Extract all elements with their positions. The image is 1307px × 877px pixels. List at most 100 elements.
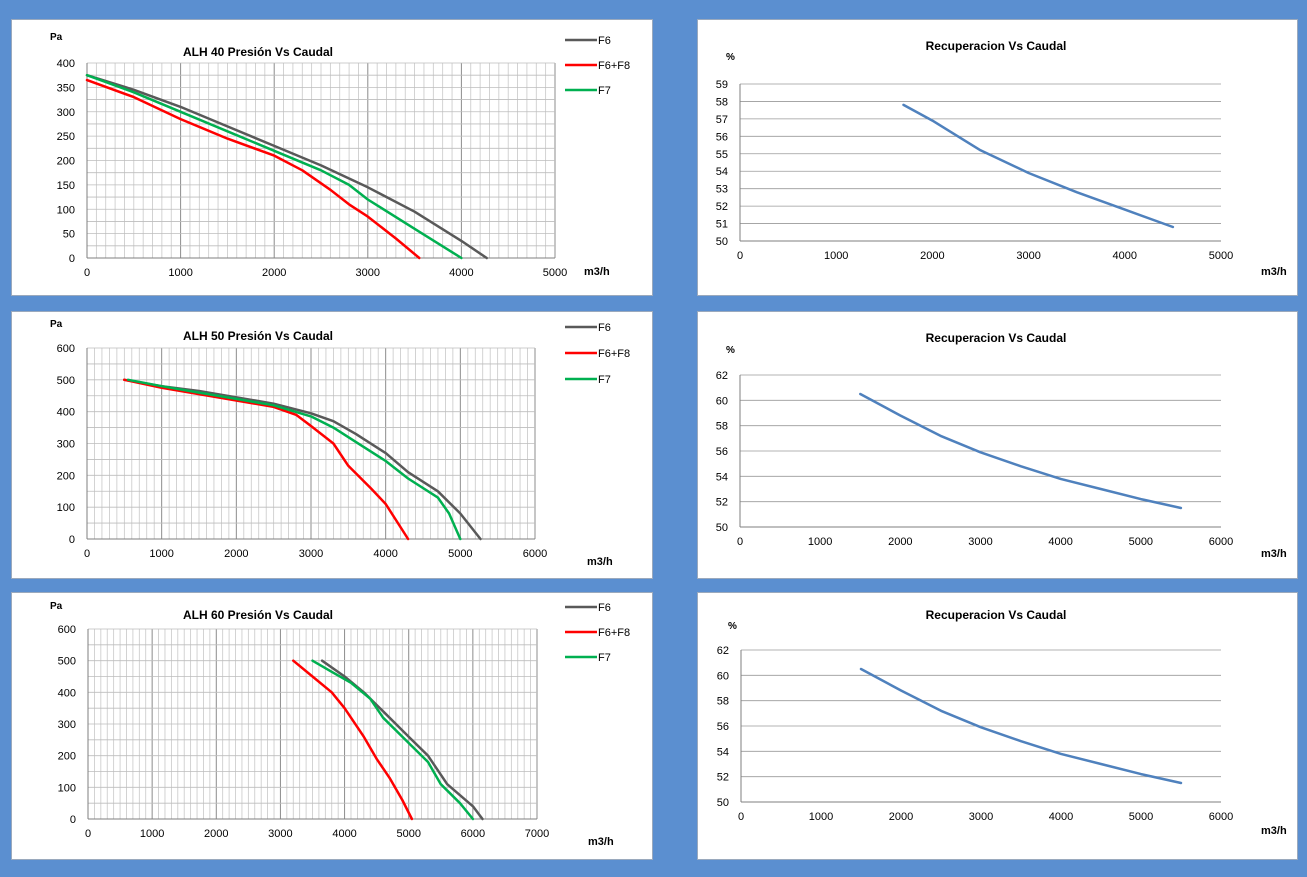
y-tick-label: 52 <box>717 772 729 784</box>
y-tick-label: 0 <box>69 534 75 546</box>
y-tick-label: 60 <box>717 670 729 682</box>
y-tick-label: 600 <box>58 624 76 636</box>
x-axis-label: m3/h <box>1261 825 1287 837</box>
chart-panel-alh60-pressure: 0 100 200 300 400 500 600 0 1000 2000 3000 4000 5000… <box>11 592 653 860</box>
x-tick-label: 5000 <box>543 267 567 279</box>
series-line-f6-plus-f8 <box>123 378 410 541</box>
x-tick-label: 4000 <box>1049 811 1073 823</box>
x-tick-label: 5000 <box>1209 250 1233 262</box>
y-tick-label: 400 <box>58 687 76 699</box>
x-tick-label: 0 <box>84 548 90 560</box>
y-tick-label: 250 <box>57 131 75 143</box>
chart-title: Recuperacion Vs Caudal <box>926 608 1067 622</box>
x-tick-label: 4000 <box>449 267 473 279</box>
y-axis-label: % <box>726 345 735 356</box>
x-tick-label: 2000 <box>224 548 248 560</box>
chart-panel-recovery-3: 50 52 54 56 58 60 62 0 1000 2000 3000 4000 5000 6000 R… <box>697 592 1298 860</box>
x-tick-label: 6000 <box>1209 811 1233 823</box>
x-tick-label: 2000 <box>888 536 912 548</box>
y-tick-label: 54 <box>716 471 728 483</box>
x-tick-label: 0 <box>85 828 91 840</box>
y-tick-label: 300 <box>58 719 76 731</box>
y-tick-label: 59 <box>716 79 728 91</box>
x-tick-label: 6000 <box>1209 536 1233 548</box>
legend-label: F6+F8 <box>598 60 630 72</box>
x-tick-label: 4000 <box>1113 250 1137 262</box>
y-tick-label: 52 <box>716 497 728 509</box>
y-tick-label: 0 <box>69 253 75 265</box>
chart-title: Recuperacion Vs Caudal <box>926 39 1067 53</box>
y-tick-label: 50 <box>63 229 75 241</box>
x-tick-label: 6000 <box>523 548 547 560</box>
y-tick-label: 54 <box>717 746 729 758</box>
x-axis-label: m3/h <box>1261 266 1287 278</box>
x-tick-label: 6000 <box>461 828 485 840</box>
y-axis-label: Pa <box>50 319 63 330</box>
legend-label: F6+F8 <box>598 627 630 639</box>
y-tick-label: 150 <box>57 180 75 192</box>
x-tick-label: 4000 <box>1048 536 1072 548</box>
chart-title: ALH 40 Presión Vs Caudal <box>183 45 333 59</box>
y-tick-label: 52 <box>716 201 728 213</box>
y-tick-label: 300 <box>57 107 75 119</box>
x-tick-label: 1000 <box>149 548 173 560</box>
x-tick-label: 1000 <box>824 250 848 262</box>
x-tick-label: 2000 <box>920 250 944 262</box>
y-tick-label: 57 <box>716 114 728 126</box>
x-axis-label: m3/h <box>588 836 614 848</box>
x-tick-label: 3000 <box>299 548 323 560</box>
x-tick-label: 3000 <box>1016 250 1040 262</box>
series-line-f7 <box>126 378 462 541</box>
y-tick-label: 50 <box>716 236 728 248</box>
legend-label: F7 <box>598 374 611 386</box>
y-tick-label: 58 <box>716 96 728 108</box>
y-tick-label: 54 <box>716 166 728 178</box>
legend-label: F7 <box>598 652 611 664</box>
y-tick-label: 350 <box>57 82 75 94</box>
series-line-recovery <box>859 392 1183 510</box>
y-tick-label: 58 <box>716 421 728 433</box>
y-tick-label: 100 <box>57 204 75 216</box>
x-tick-label: 1000 <box>808 536 832 548</box>
chart-panel-recovery-2: 50 52 54 56 58 60 62 0 1000 2000 3000 4000 5000 6000 R… <box>697 311 1298 579</box>
x-tick-label: 1000 <box>168 267 192 279</box>
series-line-f6-plus-f8 <box>85 78 421 260</box>
chart-panel-recovery-1: 50 51 52 53 54 55 56 57 58 59 0 1000 2000 3000 4000 500… <box>697 19 1298 296</box>
legend-label: F7 <box>598 85 611 97</box>
legend-label: F6 <box>598 35 611 47</box>
x-tick-label: 7000 <box>525 828 549 840</box>
x-tick-label: 0 <box>737 536 743 548</box>
x-axis-label: m3/h <box>584 266 610 278</box>
x-tick-label: 1000 <box>809 811 833 823</box>
y-axis-label: Pa <box>50 32 63 43</box>
x-tick-label: 1000 <box>140 828 164 840</box>
y-tick-label: 60 <box>716 395 728 407</box>
x-tick-label: 0 <box>84 267 90 279</box>
series-line-f6 <box>85 73 488 260</box>
x-tick-label: 0 <box>737 250 743 262</box>
x-axis-label: m3/h <box>1261 548 1287 560</box>
x-tick-label: 3000 <box>356 267 380 279</box>
y-tick-label: 62 <box>716 370 728 382</box>
y-tick-label: 400 <box>57 58 75 70</box>
y-tick-label: 53 <box>716 184 728 196</box>
chart-title: ALH 50 Presión Vs Caudal <box>183 329 333 343</box>
y-tick-label: 100 <box>58 782 76 794</box>
y-tick-label: 200 <box>57 470 75 482</box>
y-tick-label: 600 <box>57 343 75 355</box>
legend-label: F6 <box>598 602 611 614</box>
y-tick-label: 56 <box>716 131 728 143</box>
x-tick-label: 3000 <box>268 828 292 840</box>
x-tick-label: 3000 <box>969 811 993 823</box>
x-tick-label: 4000 <box>373 548 397 560</box>
y-tick-label: 51 <box>716 219 728 231</box>
y-tick-label: 50 <box>717 797 729 809</box>
y-tick-label: 0 <box>70 814 76 826</box>
y-tick-label: 50 <box>716 522 728 534</box>
series-line-recovery <box>859 667 1183 785</box>
x-tick-label: 4000 <box>332 828 356 840</box>
y-tick-label: 400 <box>57 407 75 419</box>
series-line-f6-plus-f8 <box>292 659 414 821</box>
x-tick-label: 5000 <box>1129 811 1153 823</box>
legend-label: F6 <box>598 322 611 334</box>
